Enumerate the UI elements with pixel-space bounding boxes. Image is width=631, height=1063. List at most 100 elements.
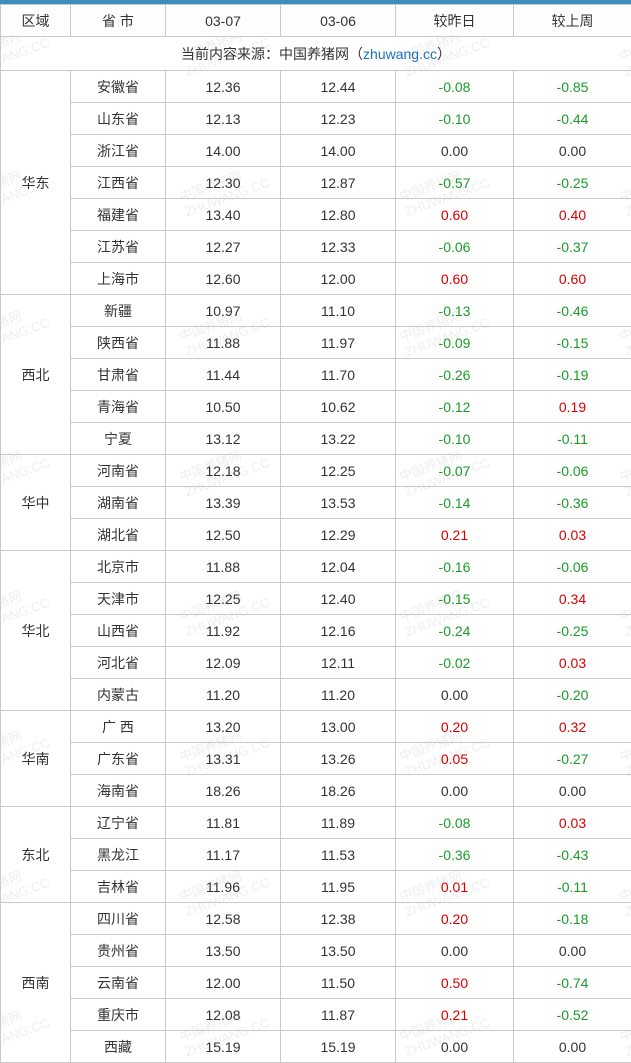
date2-cell: 12.25 (281, 455, 396, 487)
delta-day-cell: 0.60 (396, 199, 514, 231)
delta-day-cell: 0.00 (396, 1031, 514, 1063)
date2-cell: 11.87 (281, 999, 396, 1031)
delta-week-cell: -0.19 (514, 359, 631, 391)
date1-cell: 12.09 (166, 647, 281, 679)
delta-week-cell: -0.85 (514, 71, 631, 103)
date1-cell: 14.00 (166, 135, 281, 167)
date2-cell: 12.16 (281, 615, 396, 647)
province-cell: 重庆市 (71, 999, 166, 1031)
province-cell: 贵州省 (71, 935, 166, 967)
province-cell: 上海市 (71, 263, 166, 295)
table-row: 西藏15.1915.190.000.00 (1, 1031, 631, 1063)
date2-cell: 12.11 (281, 647, 396, 679)
region-cell: 华中 (1, 455, 71, 551)
date1-cell: 11.17 (166, 839, 281, 871)
province-cell: 湖北省 (71, 519, 166, 551)
date2-cell: 13.22 (281, 423, 396, 455)
province-cell: 内蒙古 (71, 679, 166, 711)
table-row: 内蒙古11.2011.200.00-0.20 (1, 679, 631, 711)
date1-cell: 11.20 (166, 679, 281, 711)
date2-cell: 11.50 (281, 967, 396, 999)
date2-cell: 13.53 (281, 487, 396, 519)
province-cell: 浙江省 (71, 135, 166, 167)
delta-week-cell: 0.60 (514, 263, 631, 295)
delta-day-cell: -0.26 (396, 359, 514, 391)
table-row: 甘肃省11.4411.70-0.26-0.19 (1, 359, 631, 391)
date2-cell: 12.00 (281, 263, 396, 295)
delta-week-cell: -0.37 (514, 231, 631, 263)
table-row: 贵州省13.5013.500.000.00 (1, 935, 631, 967)
delta-week-cell: -0.52 (514, 999, 631, 1031)
date1-cell: 13.31 (166, 743, 281, 775)
date1-cell: 13.40 (166, 199, 281, 231)
province-cell: 云南省 (71, 967, 166, 999)
price-table: 区域 省 市 03-07 03-06 较昨日 较上周 当前内容来源：中国养猪网（… (0, 4, 631, 1063)
date1-cell: 13.39 (166, 487, 281, 519)
date1-cell: 12.58 (166, 903, 281, 935)
table-row: 青海省10.5010.62-0.120.19 (1, 391, 631, 423)
province-cell: 北京市 (71, 551, 166, 583)
delta-week-cell: -0.06 (514, 455, 631, 487)
delta-week-cell: -0.20 (514, 679, 631, 711)
date1-cell: 12.25 (166, 583, 281, 615)
province-cell: 山东省 (71, 103, 166, 135)
table-row: 海南省18.2618.260.000.00 (1, 775, 631, 807)
header-date1: 03-07 (166, 5, 281, 37)
delta-week-cell: 0.03 (514, 647, 631, 679)
table-row: 河北省12.0912.11-0.020.03 (1, 647, 631, 679)
province-cell: 陕西省 (71, 327, 166, 359)
table-row: 陕西省11.8811.97-0.09-0.15 (1, 327, 631, 359)
delta-day-cell: -0.02 (396, 647, 514, 679)
delta-week-cell: -0.27 (514, 743, 631, 775)
delta-day-cell: -0.16 (396, 551, 514, 583)
delta-day-cell: -0.06 (396, 231, 514, 263)
province-cell: 河北省 (71, 647, 166, 679)
date1-cell: 11.88 (166, 327, 281, 359)
table-row: 湖北省12.5012.290.210.03 (1, 519, 631, 551)
header-delta-week: 较上周 (514, 5, 631, 37)
date1-cell: 12.50 (166, 519, 281, 551)
date1-cell: 12.30 (166, 167, 281, 199)
delta-week-cell: -0.36 (514, 487, 631, 519)
date1-cell: 12.60 (166, 263, 281, 295)
delta-week-cell: 0.00 (514, 135, 631, 167)
province-cell: 河南省 (71, 455, 166, 487)
province-cell: 青海省 (71, 391, 166, 423)
region-cell: 西南 (1, 903, 71, 1063)
table-row: 西北新疆10.9711.10-0.13-0.46 (1, 295, 631, 327)
province-cell: 海南省 (71, 775, 166, 807)
delta-day-cell: -0.09 (396, 327, 514, 359)
delta-week-cell: 0.19 (514, 391, 631, 423)
date2-cell: 12.04 (281, 551, 396, 583)
province-cell: 西藏 (71, 1031, 166, 1063)
province-cell: 江西省 (71, 167, 166, 199)
province-cell: 辽宁省 (71, 807, 166, 839)
date1-cell: 18.26 (166, 775, 281, 807)
date1-cell: 15.19 (166, 1031, 281, 1063)
date1-cell: 13.20 (166, 711, 281, 743)
delta-day-cell: 0.00 (396, 775, 514, 807)
delta-day-cell: 0.00 (396, 679, 514, 711)
delta-week-cell: -0.25 (514, 615, 631, 647)
date2-cell: 14.00 (281, 135, 396, 167)
delta-day-cell: -0.13 (396, 295, 514, 327)
delta-day-cell: 0.20 (396, 711, 514, 743)
date1-cell: 11.88 (166, 551, 281, 583)
province-cell: 福建省 (71, 199, 166, 231)
province-cell: 湖南省 (71, 487, 166, 519)
header-province: 省 市 (71, 5, 166, 37)
date2-cell: 12.38 (281, 903, 396, 935)
province-cell: 广 西 (71, 711, 166, 743)
date1-cell: 11.92 (166, 615, 281, 647)
table-row: 山西省11.9212.16-0.24-0.25 (1, 615, 631, 647)
delta-week-cell: 0.03 (514, 519, 631, 551)
province-cell: 山西省 (71, 615, 166, 647)
date2-cell: 11.20 (281, 679, 396, 711)
region-cell: 东北 (1, 807, 71, 903)
delta-day-cell: 0.05 (396, 743, 514, 775)
table-row: 宁夏13.1213.22-0.10-0.11 (1, 423, 631, 455)
source-link[interactable]: zhuwang.cc (363, 46, 437, 62)
delta-day-cell: -0.07 (396, 455, 514, 487)
date2-cell: 12.40 (281, 583, 396, 615)
province-cell: 黑龙江 (71, 839, 166, 871)
